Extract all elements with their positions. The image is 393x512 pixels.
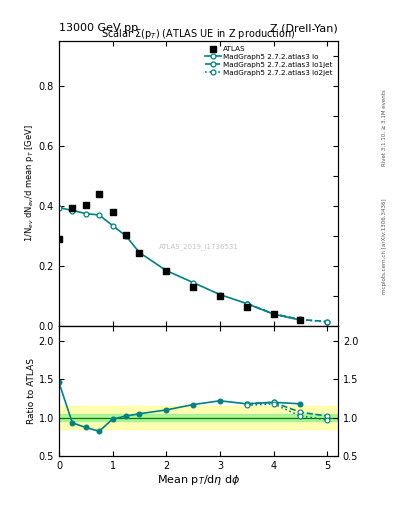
ATLAS bbox=[136, 248, 143, 257]
Y-axis label: Ratio to ATLAS: Ratio to ATLAS bbox=[27, 358, 36, 424]
Line: MadGraph5 2.7.2.atlas3 lo2jet: MadGraph5 2.7.2.atlas3 lo2jet bbox=[244, 301, 330, 324]
MadGraph5 2.7.2.atlas3 lo2jet bbox=[298, 317, 303, 323]
Text: ATLAS_2019_I1736531: ATLAS_2019_I1736531 bbox=[158, 243, 239, 250]
ATLAS bbox=[217, 292, 223, 300]
Y-axis label: 1/N$_{ev}$ dN$_{ev}$/d mean p$_T$ [GeV]: 1/N$_{ev}$ dN$_{ev}$/d mean p$_T$ [GeV] bbox=[23, 124, 36, 242]
MadGraph5 2.7.2.atlas3 lo bbox=[70, 207, 75, 214]
MadGraph5 2.7.2.atlas3 lo2jet bbox=[244, 301, 249, 307]
ATLAS bbox=[110, 208, 116, 216]
ATLAS bbox=[163, 266, 169, 274]
MadGraph5 2.7.2.atlas3 lo bbox=[97, 212, 101, 218]
ATLAS bbox=[123, 230, 129, 239]
MadGraph5 2.7.2.atlas3 lo bbox=[83, 210, 88, 217]
MadGraph5 2.7.2.atlas3 lo bbox=[191, 280, 195, 286]
MadGraph5 2.7.2.atlas3 lo2jet bbox=[271, 311, 276, 317]
Text: 13000 GeV pp: 13000 GeV pp bbox=[59, 23, 138, 33]
MadGraph5 2.7.2.atlas3 lo1jet bbox=[298, 316, 303, 323]
MadGraph5 2.7.2.atlas3 lo1jet bbox=[244, 301, 249, 307]
MadGraph5 2.7.2.atlas3 lo bbox=[244, 301, 249, 307]
Title: Scalar $\Sigma$(p$_T$) (ATLAS UE in Z production): Scalar $\Sigma$(p$_T$) (ATLAS UE in Z pr… bbox=[101, 27, 296, 41]
Text: Rivet 3.1.10, ≥ 3.1M events: Rivet 3.1.10, ≥ 3.1M events bbox=[382, 90, 387, 166]
ATLAS bbox=[270, 310, 277, 318]
ATLAS bbox=[69, 203, 75, 211]
ATLAS bbox=[56, 235, 62, 243]
MadGraph5 2.7.2.atlas3 lo1jet bbox=[271, 311, 276, 317]
MadGraph5 2.7.2.atlas3 lo bbox=[124, 233, 129, 239]
MadGraph5 2.7.2.atlas3 lo2jet bbox=[325, 319, 330, 325]
MadGraph5 2.7.2.atlas3 lo1jet bbox=[325, 318, 330, 325]
MadGraph5 2.7.2.atlas3 lo bbox=[298, 317, 303, 323]
MadGraph5 2.7.2.atlas3 lo bbox=[271, 311, 276, 317]
ATLAS bbox=[244, 303, 250, 311]
Bar bbox=[59, 414, 338, 421]
ATLAS bbox=[83, 200, 89, 208]
Line: MadGraph5 2.7.2.atlas3 lo1jet: MadGraph5 2.7.2.atlas3 lo1jet bbox=[244, 301, 330, 324]
X-axis label: Mean p$_T$/d$\eta$ d$\phi$: Mean p$_T$/d$\eta$ d$\phi$ bbox=[157, 473, 240, 487]
MadGraph5 2.7.2.atlas3 lo bbox=[218, 291, 222, 297]
MadGraph5 2.7.2.atlas3 lo bbox=[137, 249, 142, 255]
Legend: ATLAS, MadGraph5 2.7.2.atlas3 lo, MadGraph5 2.7.2.atlas3 lo1jet, MadGraph5 2.7.2: ATLAS, MadGraph5 2.7.2.atlas3 lo, MadGra… bbox=[203, 45, 334, 77]
Bar bbox=[59, 406, 338, 429]
MadGraph5 2.7.2.atlas3 lo bbox=[164, 267, 169, 273]
Text: mcplots.cern.ch [arXiv:1306.3436]: mcplots.cern.ch [arXiv:1306.3436] bbox=[382, 198, 387, 293]
Line: MadGraph5 2.7.2.atlas3 lo: MadGraph5 2.7.2.atlas3 lo bbox=[57, 205, 303, 323]
Text: Z (Drell-Yan): Z (Drell-Yan) bbox=[270, 23, 338, 33]
ATLAS bbox=[96, 190, 102, 198]
MadGraph5 2.7.2.atlas3 lo bbox=[110, 223, 115, 229]
MadGraph5 2.7.2.atlas3 lo bbox=[57, 204, 61, 210]
ATLAS bbox=[190, 283, 196, 291]
ATLAS bbox=[297, 316, 303, 324]
